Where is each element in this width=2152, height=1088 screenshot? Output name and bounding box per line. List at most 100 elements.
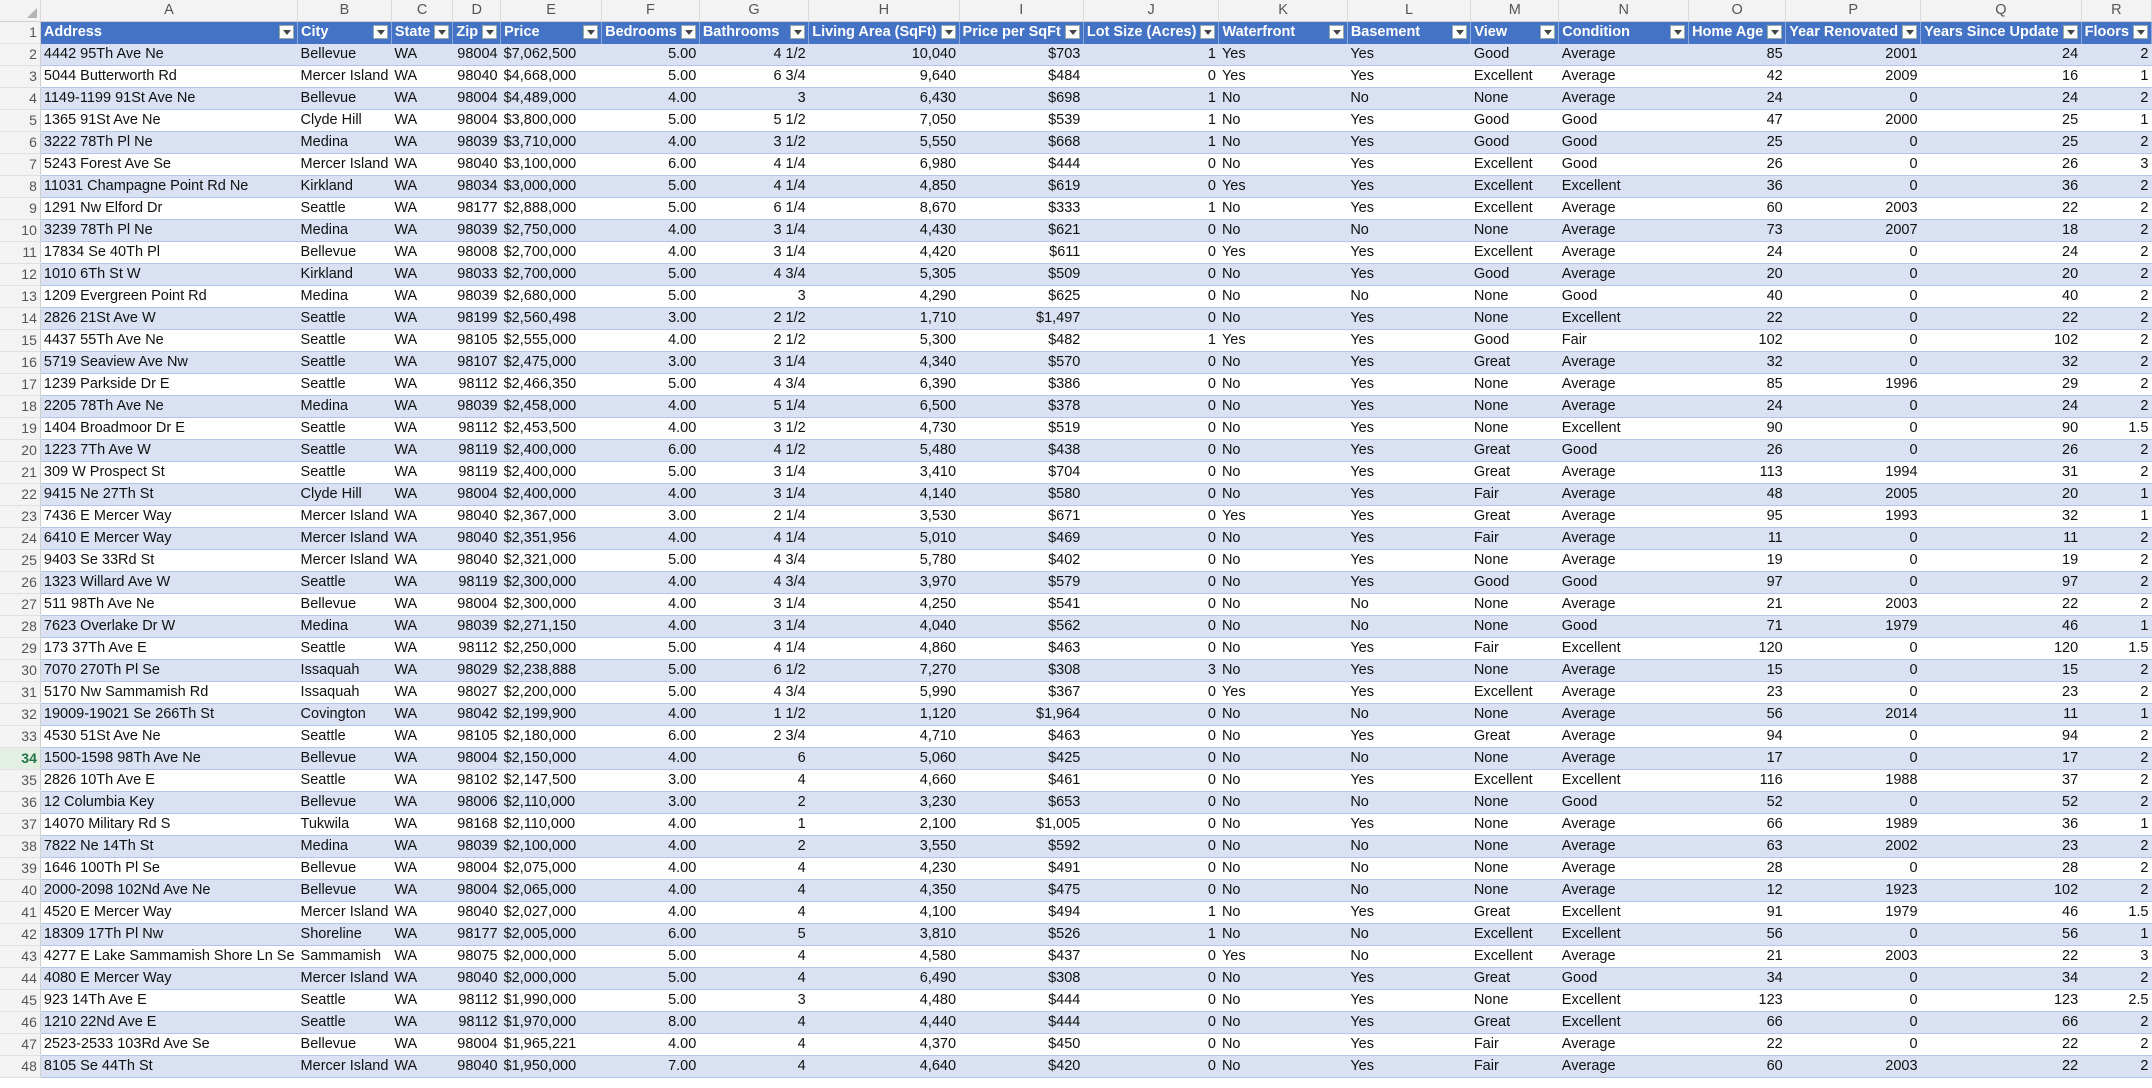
table-cell[interactable]: Yes xyxy=(1218,65,1348,88)
table-cell[interactable]: No xyxy=(1218,923,1348,946)
filter-dropdown-icon[interactable] xyxy=(790,25,806,39)
table-cell[interactable]: $671 xyxy=(959,505,1084,528)
table-cell[interactable]: No xyxy=(1218,1033,1348,1056)
table-cell[interactable]: 0 xyxy=(1785,571,1921,594)
table-cell[interactable]: 0 xyxy=(1083,1055,1219,1078)
filter-dropdown-icon[interactable] xyxy=(434,25,450,39)
row-number[interactable]: 26 xyxy=(0,571,41,594)
table-cell[interactable]: 98039 xyxy=(452,219,501,242)
table-cell[interactable]: WA xyxy=(391,989,453,1012)
table-cell[interactable]: Good xyxy=(1558,571,1689,594)
table-cell[interactable]: Average xyxy=(1558,483,1689,506)
table-cell[interactable]: 4,250 xyxy=(808,593,960,616)
table-cell[interactable]: 4.00 xyxy=(601,417,700,440)
table-cell[interactable]: Yes xyxy=(1347,241,1471,264)
table-cell[interactable]: Average xyxy=(1558,1033,1689,1056)
table-cell[interactable]: WA xyxy=(391,263,453,286)
row-number[interactable]: 46 xyxy=(0,1011,41,1034)
table-cell[interactable]: $3,800,000 xyxy=(500,109,602,132)
table-cell[interactable]: 5.00 xyxy=(601,197,700,220)
table-cell[interactable]: $2,458,000 xyxy=(500,395,602,418)
filter-dropdown-icon[interactable] xyxy=(1200,25,1216,39)
table-cell[interactable]: No xyxy=(1218,483,1348,506)
table-cell[interactable]: $2,200,000 xyxy=(500,681,602,704)
table-cell[interactable]: 3,970 xyxy=(808,571,960,594)
table-cell[interactable]: 4442 95Th Ave Ne xyxy=(40,43,298,66)
table-cell[interactable]: 98105 xyxy=(452,329,501,352)
table-cell[interactable]: 98027 xyxy=(452,681,501,704)
table-cell[interactable]: 90 xyxy=(1688,417,1786,440)
table-cell[interactable]: 91 xyxy=(1688,901,1786,924)
table-cell[interactable]: Average xyxy=(1558,197,1689,220)
table-cell[interactable]: 3 1/4 xyxy=(699,241,809,264)
table-cell[interactable]: 21 xyxy=(1688,945,1786,968)
row-number[interactable]: 4 xyxy=(0,87,41,110)
table-cell[interactable]: Yes xyxy=(1347,175,1471,198)
table-cell[interactable]: 0 xyxy=(1083,989,1219,1012)
table-cell[interactable]: 60 xyxy=(1688,1055,1786,1078)
table-cell[interactable]: 28 xyxy=(1688,857,1786,880)
table-cell[interactable]: 1923 xyxy=(1785,879,1921,902)
table-cell[interactable]: Yes xyxy=(1218,329,1348,352)
table-cell[interactable]: 6.00 xyxy=(601,153,700,176)
table-cell[interactable]: 6.00 xyxy=(601,725,700,748)
table-cell[interactable]: $308 xyxy=(959,659,1084,682)
table-cell[interactable]: Mercer Island xyxy=(297,65,392,88)
table-cell[interactable]: 85 xyxy=(1688,373,1786,396)
table-cell[interactable]: $2,700,000 xyxy=(500,263,602,286)
table-cell[interactable]: 52 xyxy=(1688,791,1786,814)
table-cell[interactable]: Yes xyxy=(1218,681,1348,704)
table-cell[interactable]: 2205 78Th Ave Ne xyxy=(40,395,298,418)
table-cell[interactable]: No xyxy=(1218,153,1348,176)
table-cell[interactable]: $3,100,000 xyxy=(500,153,602,176)
table-cell[interactable]: 0 xyxy=(1785,417,1921,440)
table-cell[interactable]: WA xyxy=(391,857,453,880)
table-cell[interactable]: 98112 xyxy=(452,1011,501,1034)
table-cell[interactable]: $2,555,000 xyxy=(500,329,602,352)
table-cell[interactable]: 4 xyxy=(699,967,809,990)
filter-dropdown-icon[interactable] xyxy=(940,25,956,39)
table-cell[interactable]: 2,100 xyxy=(808,813,960,836)
table-cell[interactable]: 5.00 xyxy=(601,263,700,286)
table-cell[interactable]: 24 xyxy=(1920,43,2082,66)
header-cell[interactable]: Lot Size (Acres) xyxy=(1083,21,1220,44)
table-cell[interactable]: Excellent xyxy=(1470,945,1559,968)
table-cell[interactable]: $3,000,000 xyxy=(500,175,602,198)
table-cell[interactable]: 2003 xyxy=(1785,1055,1921,1078)
table-cell[interactable]: 2 xyxy=(2081,659,2152,682)
header-cell[interactable]: Year Renovated xyxy=(1785,21,1922,44)
row-number[interactable]: 27 xyxy=(0,593,41,616)
table-cell[interactable]: $308 xyxy=(959,967,1084,990)
table-cell[interactable]: WA xyxy=(391,219,453,242)
table-cell[interactable]: 2 xyxy=(2081,175,2152,198)
table-cell[interactable]: Average xyxy=(1558,65,1689,88)
table-cell[interactable]: 2003 xyxy=(1785,593,1921,616)
filter-dropdown-icon[interactable] xyxy=(2133,25,2148,39)
table-cell[interactable]: $2,027,000 xyxy=(500,901,602,924)
table-cell[interactable]: 3 xyxy=(2081,153,2152,176)
table-cell[interactable]: 4 xyxy=(699,879,809,902)
table-cell[interactable]: 116 xyxy=(1688,769,1786,792)
table-cell[interactable]: WA xyxy=(391,153,453,176)
table-cell[interactable]: Seattle xyxy=(297,329,392,352)
table-cell[interactable]: WA xyxy=(391,945,453,968)
table-cell[interactable]: $484 xyxy=(959,65,1084,88)
table-cell[interactable]: Yes xyxy=(1347,483,1471,506)
table-cell[interactable]: 22 xyxy=(1920,945,2082,968)
table-cell[interactable]: 2 xyxy=(2081,571,2152,594)
table-cell[interactable]: Good xyxy=(1558,791,1689,814)
table-cell[interactable]: Average xyxy=(1558,263,1689,286)
table-cell[interactable]: 5.00 xyxy=(601,373,700,396)
table-cell[interactable]: Seattle xyxy=(297,637,392,660)
table-cell[interactable]: Yes xyxy=(1347,571,1471,594)
table-cell[interactable]: WA xyxy=(391,505,453,528)
table-cell[interactable]: $2,400,000 xyxy=(500,483,602,506)
table-cell[interactable]: 24 xyxy=(1688,241,1786,264)
table-cell[interactable]: 60 xyxy=(1688,197,1786,220)
table-cell[interactable]: 1.5 xyxy=(2081,637,2152,660)
table-cell[interactable]: Yes xyxy=(1347,637,1471,660)
table-cell[interactable]: 5719 Seaview Ave Nw xyxy=(40,351,298,374)
column-letter-j[interactable]: J xyxy=(1083,0,1220,22)
table-cell[interactable]: 4,340 xyxy=(808,351,960,374)
table-cell[interactable]: 102 xyxy=(1920,879,2082,902)
